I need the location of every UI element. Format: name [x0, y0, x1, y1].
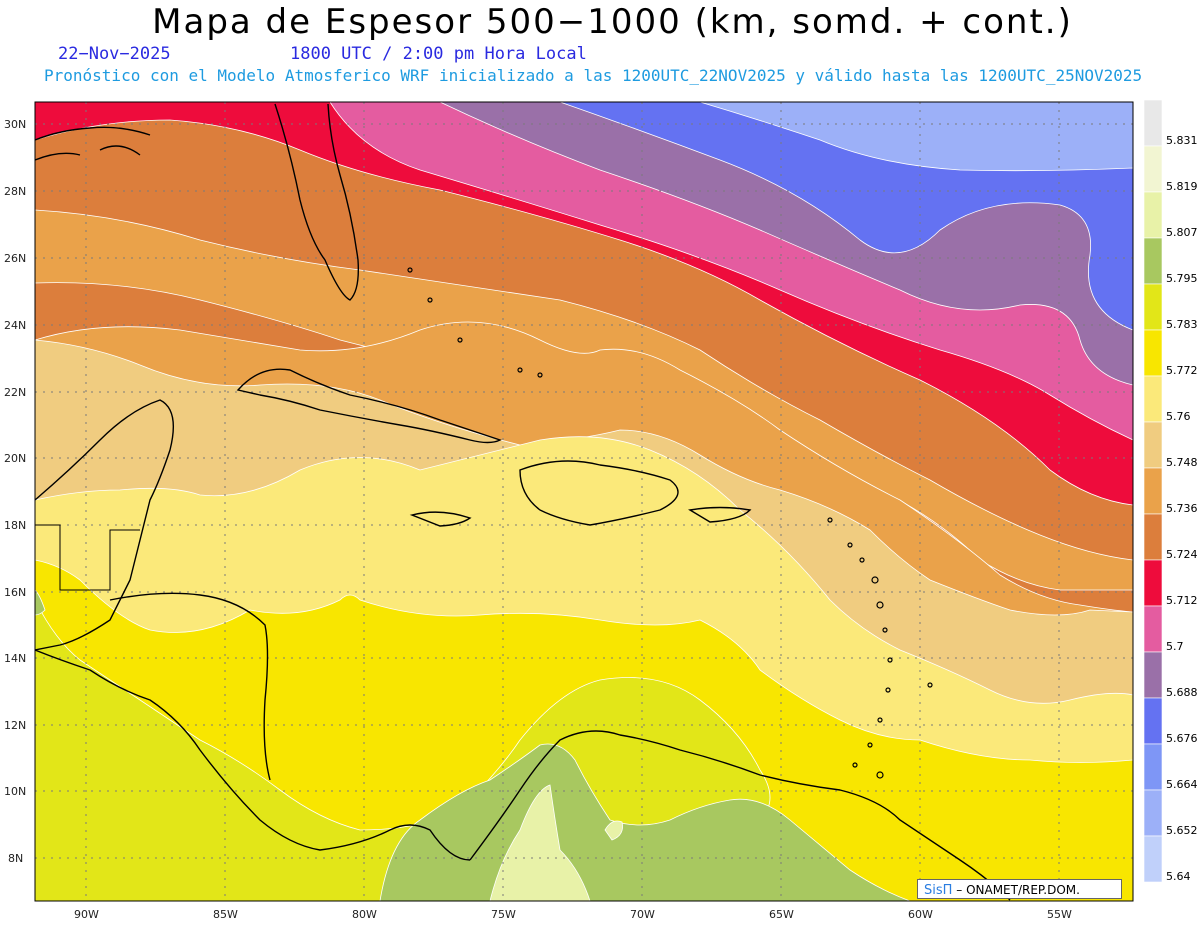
colorbar-segment	[1143, 559, 1163, 607]
lat-label: 22N	[4, 386, 26, 399]
credit-box: SisΠ – ONAMET/REP.DOM.	[917, 879, 1122, 899]
lon-label: 55W	[1047, 908, 1072, 921]
map-title: Mapa de Espesor 500−1000 (km, somd. + co…	[152, 2, 1073, 42]
colorbar-segment	[1143, 605, 1163, 653]
colorbar-segment	[1143, 743, 1163, 791]
lat-lon-grid	[35, 102, 1133, 901]
colorbar-segment	[1143, 513, 1163, 561]
colorbar-segment	[1143, 421, 1163, 469]
colorbar-segment	[1143, 697, 1163, 745]
lat-label: 18N	[4, 519, 26, 532]
colorbar-label: 5.748	[1166, 456, 1198, 469]
colorbar-label: 5.795	[1166, 272, 1198, 285]
lat-label: 12N	[4, 719, 26, 732]
colorbar-label: 5.7	[1166, 640, 1184, 653]
lon-label: 85W	[213, 908, 238, 921]
lon-label: 80W	[352, 908, 377, 921]
lat-label: 14N	[4, 652, 26, 665]
colorbar-segment	[1143, 283, 1163, 331]
colorbar-segment	[1143, 99, 1163, 147]
credit-brand: SisΠ	[924, 883, 953, 898]
lat-label: 28N	[4, 185, 26, 198]
forecast-time: 1800 UTC / 2:00 pm Hora Local	[290, 44, 587, 64]
lesser-antilles	[407, 267, 933, 779]
colorbar-segment	[1143, 375, 1163, 423]
longitude-labels: 90W 85W 80W 75W 70W 65W 60W 55W	[74, 908, 1072, 921]
colorbar-segment	[1143, 467, 1163, 515]
lon-label: 65W	[769, 908, 794, 921]
lat-label: 30N	[4, 118, 26, 131]
lat-label: 8N	[8, 852, 23, 865]
lat-label: 20N	[4, 452, 26, 465]
colorbar-segment	[1143, 191, 1163, 239]
colorbar-label: 5.724	[1166, 548, 1198, 561]
lon-label: 70W	[630, 908, 655, 921]
contour-bands	[35, 102, 1133, 901]
colorbar-segment	[1143, 651, 1163, 699]
lon-label: 75W	[491, 908, 516, 921]
band-green2	[35, 589, 46, 616]
colorbar-label: 5.831	[1166, 134, 1198, 147]
map-frame	[34, 101, 1134, 902]
colorbar-label: 5.688	[1166, 686, 1198, 699]
colorbar-label: 5.783	[1166, 318, 1198, 331]
colorbar-segment	[1143, 237, 1163, 285]
latitude-labels: 30N 28N 26N 24N 22N 20N 18N 16N 14N 12N …	[4, 118, 26, 865]
colorbar-label: 5.652	[1166, 824, 1198, 837]
colorbar-label: 5.76	[1166, 410, 1191, 423]
lon-label: 60W	[908, 908, 933, 921]
band-pale2	[604, 820, 623, 841]
lat-label: 16N	[4, 586, 26, 599]
colorbar: 5.831 5.819 5.807 5.795 5.783 5.772 5.76 5.748 5…	[1143, 99, 1198, 883]
colorbar-segment	[1143, 145, 1163, 193]
lat-label: 24N	[4, 319, 26, 332]
band-pale	[489, 784, 591, 901]
colorbar-label: 5.736	[1166, 502, 1198, 515]
lon-label: 90W	[74, 908, 99, 921]
colorbar-label: 5.676	[1166, 732, 1198, 745]
colorbar-label: 5.807	[1166, 226, 1198, 239]
colorbar-segment	[1143, 835, 1163, 883]
colorbar-label: 5.772	[1166, 364, 1198, 377]
colorbar-label: 5.64	[1166, 870, 1191, 883]
forecast-date: 22−Nov−2025	[58, 44, 171, 64]
lat-label: 10N	[4, 785, 26, 798]
lat-label: 26N	[4, 252, 26, 265]
forecast-subtitle: Pronóstico con el Modelo Atmosferico WRF…	[44, 66, 1143, 85]
colorbar-segment	[1143, 329, 1163, 377]
coastlines	[35, 103, 1011, 901]
credit-text: – ONAMET/REP.DOM.	[956, 883, 1080, 897]
colorbar-label: 5.819	[1166, 180, 1198, 193]
colorbar-segment	[1143, 789, 1163, 837]
colorbar-label: 5.664	[1166, 778, 1198, 791]
colorbar-label: 5.712	[1166, 594, 1198, 607]
